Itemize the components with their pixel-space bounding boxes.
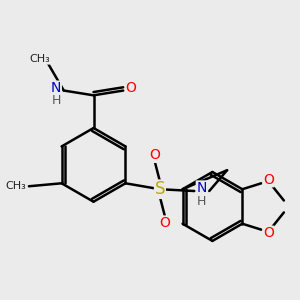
Text: CH₃: CH₃	[29, 54, 50, 64]
Text: O: O	[159, 216, 170, 230]
Text: CH₃: CH₃	[5, 181, 26, 191]
Text: H: H	[197, 195, 206, 208]
Text: H: H	[51, 94, 61, 107]
Text: O: O	[125, 81, 136, 94]
Text: O: O	[263, 226, 274, 240]
Text: N: N	[196, 181, 207, 195]
Text: N: N	[51, 81, 61, 95]
Text: O: O	[263, 173, 274, 187]
Text: O: O	[150, 148, 160, 162]
Text: S: S	[155, 180, 165, 198]
